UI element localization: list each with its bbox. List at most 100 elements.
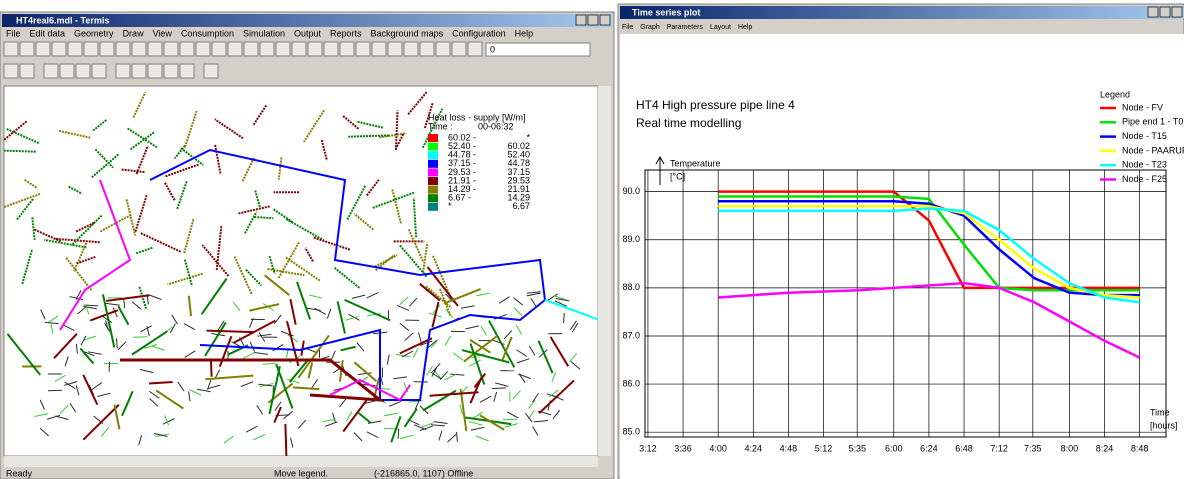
x-tick-label: 7:12 xyxy=(990,443,1008,453)
toolbar-button[interactable] xyxy=(132,42,146,56)
menu-item[interactable]: Reports xyxy=(330,28,362,38)
legend-to: 6.67 xyxy=(512,201,530,211)
menu-item[interactable]: Parameters xyxy=(667,24,704,31)
toolbar-button[interactable] xyxy=(292,42,306,56)
toolbar-button[interactable] xyxy=(84,42,98,56)
toolbar-button[interactable] xyxy=(244,42,258,56)
menu-item[interactable]: Output xyxy=(294,28,322,38)
menu-item[interactable]: Help xyxy=(738,24,753,31)
toolbar-button[interactable] xyxy=(452,42,466,56)
toolbar-button[interactable] xyxy=(204,64,218,78)
toolbar-button[interactable] xyxy=(388,42,402,56)
toolbar-button[interactable] xyxy=(44,64,58,78)
legend-label: Node - T15 xyxy=(1122,131,1167,141)
x-label: Time xyxy=(1150,407,1170,417)
toolbar-button[interactable] xyxy=(100,42,114,56)
menu-item[interactable]: Edit data xyxy=(30,28,66,38)
combo-box[interactable] xyxy=(486,43,590,56)
toolbar-button[interactable] xyxy=(116,42,130,56)
toolbar-button[interactable] xyxy=(4,42,18,56)
toolbar-button[interactable] xyxy=(132,64,146,78)
menu-item[interactable]: Draw xyxy=(123,28,145,38)
x-tick-label: 3:12 xyxy=(639,443,657,453)
menu-item[interactable]: Background maps xyxy=(371,28,444,38)
toolbar-button[interactable] xyxy=(68,42,82,56)
window-button[interactable] xyxy=(1148,7,1158,17)
window-title: Time series plot xyxy=(632,7,700,17)
toolbar-button[interactable] xyxy=(148,42,162,56)
toolbar-button[interactable] xyxy=(228,42,242,56)
toolbar-button[interactable] xyxy=(324,42,338,56)
chart-title: HT4 High pressure pipe line 4 xyxy=(636,98,795,112)
toolbar-button[interactable] xyxy=(20,42,34,56)
combo-value[interactable]: 0 xyxy=(490,44,495,54)
pipe xyxy=(285,424,286,457)
toolbar-button[interactable] xyxy=(4,64,18,78)
y-tick-label: 87.0 xyxy=(622,330,640,340)
v-scrollbar[interactable] xyxy=(598,86,611,456)
window-title: HT4real6.mdl - Termis xyxy=(16,15,109,25)
toolbar-button[interactable] xyxy=(356,42,370,56)
menu-item[interactable]: View xyxy=(153,28,173,38)
legend-label: Node - PAARUP xyxy=(1122,145,1184,155)
toolbar-button[interactable] xyxy=(164,42,178,56)
x-tick-label: 4:24 xyxy=(745,443,763,453)
toolbar-button[interactable] xyxy=(92,64,106,78)
toolbar-button[interactable] xyxy=(180,64,194,78)
x-tick-label: 8:00 xyxy=(1061,443,1079,453)
window-button[interactable] xyxy=(1160,7,1170,17)
menu-item[interactable]: Configuration xyxy=(452,28,506,38)
toolbar-button[interactable] xyxy=(468,42,482,56)
legend-time-label: Time : xyxy=(428,121,453,131)
building-outline xyxy=(48,390,62,391)
x-tick-label: 5:35 xyxy=(848,443,866,453)
menu-item[interactable]: File xyxy=(622,24,633,31)
status-text: Move legend. xyxy=(274,468,328,478)
status-text: Ready xyxy=(6,468,33,478)
toolbar-button[interactable] xyxy=(404,42,418,56)
building-outline xyxy=(398,429,399,439)
toolbar-button[interactable] xyxy=(164,64,178,78)
toolbar-button[interactable] xyxy=(20,64,34,78)
x-tick-label: 6:48 xyxy=(955,443,973,453)
toolbar-button[interactable] xyxy=(308,42,322,56)
window-button[interactable] xyxy=(600,15,610,25)
menu-item[interactable]: Geometry xyxy=(74,28,114,38)
toolbar-button[interactable] xyxy=(260,42,274,56)
legend-label: Node - F25 xyxy=(1122,174,1167,184)
toolbar-button[interactable] xyxy=(180,42,194,56)
toolbar-button[interactable] xyxy=(76,64,90,78)
menu-item[interactable]: Help xyxy=(515,28,534,38)
toolbar-button[interactable] xyxy=(372,42,386,56)
h-scrollbar[interactable] xyxy=(4,456,598,467)
toolbar-button[interactable] xyxy=(436,42,450,56)
toolbar-button[interactable] xyxy=(36,42,50,56)
toolbar-button[interactable] xyxy=(212,42,226,56)
toolbar-button[interactable] xyxy=(148,64,162,78)
menu-item[interactable]: Graph xyxy=(640,24,660,31)
toolbar-button[interactable] xyxy=(60,64,74,78)
window-button[interactable] xyxy=(576,15,586,25)
window-button[interactable] xyxy=(588,15,598,25)
toolbar-button[interactable] xyxy=(52,42,66,56)
x-tick-label: 3:36 xyxy=(674,443,692,453)
toolbar-button[interactable] xyxy=(420,42,434,56)
toolbar-button[interactable] xyxy=(340,42,354,56)
title-bar xyxy=(620,6,1184,19)
y-tick-label: 85.0 xyxy=(622,427,640,437)
x-tick-label: 5:12 xyxy=(815,443,833,453)
x-tick-label: 8:24 xyxy=(1096,443,1114,453)
menu-item[interactable]: Simulation xyxy=(243,28,285,38)
y-tick-label: 86.0 xyxy=(622,378,640,388)
status-text: (-216865.0, 1107) Offline xyxy=(374,468,473,478)
menu-item[interactable]: Layout xyxy=(710,24,731,31)
pipe xyxy=(207,331,255,332)
window-button[interactable] xyxy=(1172,7,1182,17)
legend-time: 00-06:32 xyxy=(478,121,514,131)
x-tick-label: 4:48 xyxy=(780,443,798,453)
menu-item[interactable]: File xyxy=(6,28,21,38)
toolbar-button[interactable] xyxy=(116,64,130,78)
toolbar-button[interactable] xyxy=(276,42,290,56)
menu-item[interactable]: Consumption xyxy=(181,28,234,38)
toolbar-button[interactable] xyxy=(196,42,210,56)
